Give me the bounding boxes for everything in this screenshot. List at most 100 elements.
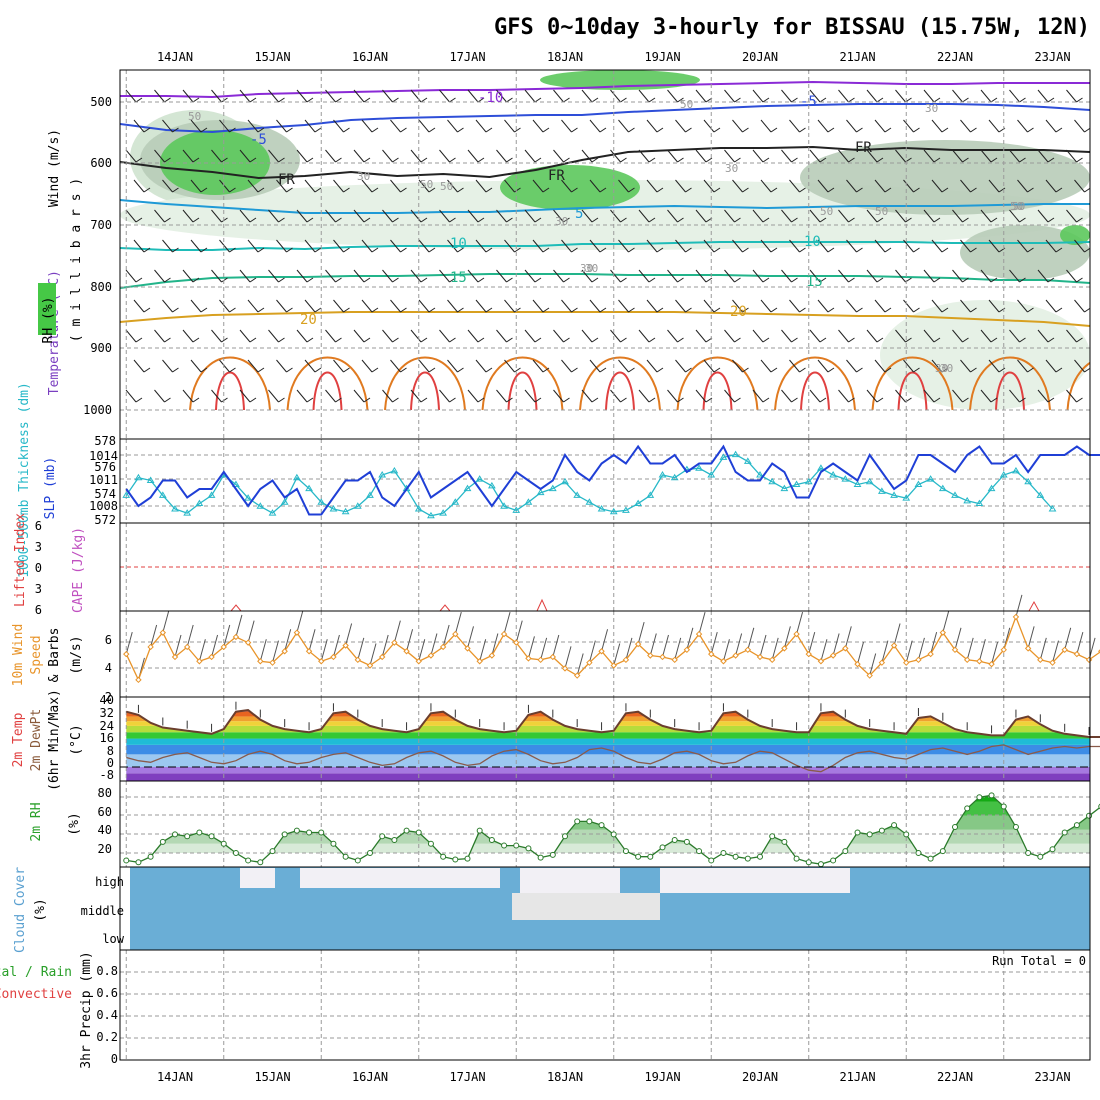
wind-barb-flag	[306, 337, 314, 343]
wind-barb-flag	[1027, 247, 1034, 253]
wind-barb-flag	[648, 157, 656, 163]
temp-ylabel-c: (6hr Min/Max)	[47, 689, 62, 791]
rh-line-marker	[403, 827, 410, 834]
rh-ylabel: 2m RH	[29, 802, 44, 841]
wind-barb	[838, 89, 849, 103]
rh-legend-swatch	[38, 283, 56, 335]
wind-barb	[610, 329, 621, 343]
wind-barb	[866, 389, 878, 403]
rh-contour-label: 50	[1010, 200, 1023, 213]
wind-barb	[638, 89, 650, 103]
wind-barb-flag	[485, 367, 493, 373]
rh-line-marker	[513, 842, 520, 849]
wind-barb	[931, 359, 943, 373]
wind-barb-flag	[990, 277, 998, 283]
wind-tick-6: 6	[105, 633, 112, 647]
wind-barb-flag	[563, 157, 570, 163]
thickness-line-marker	[1048, 505, 1057, 512]
wind-barb	[903, 299, 914, 313]
wind-barb-flag	[1055, 247, 1063, 253]
wind-barb-flag	[876, 97, 884, 103]
wind-barb-flag	[713, 247, 721, 253]
isotherm-30	[995, 371, 1025, 411]
wind-barb-flag	[392, 97, 399, 103]
wind-barb	[439, 389, 450, 403]
wind-barb-flag	[371, 127, 379, 133]
thickness-line-marker	[975, 499, 984, 507]
temp-band	[120, 738, 1090, 745]
wind-barb	[817, 179, 829, 193]
thickness-line-marker	[804, 477, 813, 485]
level-1000: 1000	[83, 403, 112, 417]
wind-speed-line-marker	[123, 650, 130, 658]
wind-barb	[553, 389, 564, 403]
wind-barb	[467, 329, 479, 343]
wind-speed-line-marker	[476, 658, 483, 665]
wind-barb-flag	[135, 397, 143, 403]
wind-speed-line-marker	[695, 630, 703, 638]
wind-barb	[125, 329, 137, 343]
wind-speed-line-marker	[183, 643, 191, 651]
wind-barb-flag	[656, 187, 664, 193]
wind-barb	[724, 149, 735, 163]
wind-barb-flag	[819, 217, 827, 223]
wind-barb	[695, 89, 707, 103]
wind-barb	[866, 89, 878, 103]
surface-wind-barb	[601, 629, 609, 652]
wind-barb-flag	[791, 217, 798, 223]
thickness-line-marker	[487, 481, 496, 489]
wind-barb-flag	[1055, 127, 1063, 133]
wind-barb-flag	[428, 367, 436, 373]
surface-wind-barb	[735, 633, 743, 656]
wind-barb	[638, 209, 650, 223]
wind-barb-flag	[286, 127, 293, 133]
wind-barb-flag	[628, 187, 635, 193]
wind-barb-flag	[1076, 97, 1083, 103]
wind-barb-flag	[343, 127, 350, 133]
wind-speed-line-marker	[793, 630, 800, 638]
wind-speed-line-marker	[988, 660, 995, 668]
wind-barb	[561, 359, 572, 373]
wind-barb	[760, 239, 772, 253]
isotherm-25	[871, 356, 954, 411]
wind-barb	[646, 239, 658, 253]
rh-line-marker	[172, 831, 178, 838]
wind-barb-flag	[827, 127, 835, 133]
surface-wind-barb	[881, 640, 889, 663]
isotherm-label: 15	[806, 274, 823, 290]
wind-barb	[504, 179, 515, 193]
wind-barb-flag	[306, 397, 314, 403]
wind-barb-flag	[1055, 367, 1063, 373]
wind-speed-line-marker	[976, 658, 983, 665]
wind-barb-flag	[172, 307, 179, 313]
thickness-line-marker	[317, 498, 326, 505]
rh-line-marker	[1025, 850, 1032, 856]
wind-barb	[581, 209, 593, 223]
wind-barb	[695, 269, 707, 283]
cape-axis: 6 3 0 3 6 Lifted Index CAPE (J/kg)	[13, 513, 86, 617]
wind-barb-flag	[563, 337, 570, 343]
wind-barb-flag	[962, 337, 969, 343]
temp-tick-24: 24	[100, 719, 114, 733]
wind-barb	[296, 209, 308, 223]
rh-line-marker	[476, 827, 483, 834]
surface-wind-barb	[442, 624, 450, 648]
rh-line-marker	[549, 851, 556, 858]
wind-barb	[646, 179, 658, 193]
wind-barb	[361, 299, 373, 313]
rh-line-marker	[939, 848, 946, 855]
isotherm-30	[312, 371, 343, 411]
thickness-line-marker	[731, 450, 740, 458]
wind-barb	[504, 359, 515, 373]
wind-barb	[960, 359, 971, 373]
wind-barb	[361, 359, 373, 373]
wind-barb	[296, 149, 308, 163]
wind-barb	[1009, 329, 1020, 343]
wind-barb	[638, 329, 650, 343]
rh-line-marker	[1000, 803, 1007, 810]
cape-spike	[230, 604, 242, 612]
wind-barb	[695, 329, 707, 343]
wind-barb-flag	[506, 337, 513, 343]
rh-contour-label: 50	[420, 178, 433, 191]
surface-wind-barb	[686, 627, 694, 650]
